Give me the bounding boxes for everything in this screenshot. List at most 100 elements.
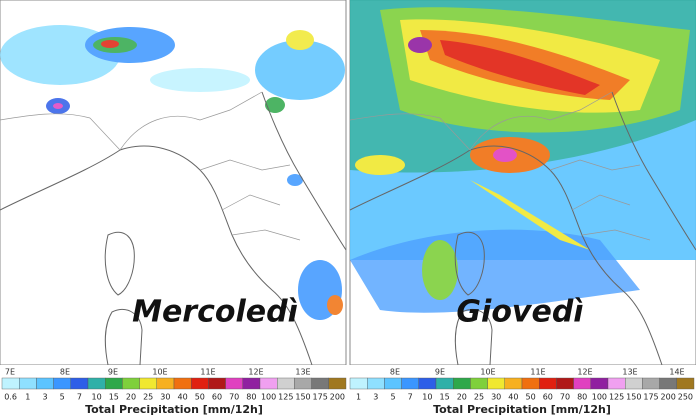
colorbar-label: 10 bbox=[422, 393, 432, 402]
longitude-label: 14E bbox=[669, 368, 684, 377]
colorbar-label: 7 bbox=[408, 393, 413, 402]
colorbar-label: 175 bbox=[313, 393, 328, 402]
colorbar-cell bbox=[607, 377, 626, 390]
colorbar-cell bbox=[487, 377, 506, 390]
colorbar-cell bbox=[470, 377, 488, 390]
colorbar-cell bbox=[659, 377, 677, 390]
colorbar-cell bbox=[156, 377, 175, 390]
colorbar-cell bbox=[453, 377, 471, 390]
colorbar-label: 5 bbox=[60, 393, 65, 402]
colorbar-cell bbox=[556, 377, 574, 390]
longitude-label: 12E bbox=[577, 368, 592, 377]
longitude-label: 10E bbox=[480, 368, 495, 377]
colorbar-label: 200 bbox=[661, 393, 676, 402]
longitude-label: 13E bbox=[295, 368, 310, 377]
longitude-label: 12E bbox=[248, 368, 263, 377]
colorbar-label: 25 bbox=[474, 393, 484, 402]
colorbar-cell bbox=[53, 377, 71, 390]
colorbar-label: 250 bbox=[678, 393, 693, 402]
longitude-label: 11E bbox=[530, 368, 545, 377]
colorbar-label: 100 bbox=[592, 393, 607, 402]
colorbar-label: 20 bbox=[126, 393, 136, 402]
colorbar-label: 150 bbox=[626, 393, 641, 402]
colorbar-cell bbox=[590, 377, 609, 390]
colorbar-cell bbox=[418, 377, 437, 390]
colorbar-label: 100 bbox=[261, 393, 276, 402]
day-label: Giovedì bbox=[456, 295, 583, 330]
longitude-label: 10E bbox=[152, 368, 167, 377]
colorbar-cell bbox=[104, 377, 123, 390]
colorbar-label: 60 bbox=[212, 393, 222, 402]
colorbar-cell bbox=[277, 377, 295, 390]
colorbar-cell bbox=[573, 377, 591, 390]
colorbar-label: 125 bbox=[278, 393, 293, 402]
colorbar-cell bbox=[401, 377, 420, 390]
longitude-label: 9E bbox=[435, 368, 445, 377]
colorbar-label: 0.6 bbox=[4, 393, 17, 402]
colorbar-label: 80 bbox=[246, 393, 256, 402]
colorbar-label: 40 bbox=[178, 393, 188, 402]
map-left bbox=[0, 0, 347, 366]
colorbar-label: 70 bbox=[229, 393, 239, 402]
colorbar-label: 70 bbox=[560, 393, 570, 402]
colorbar-cell bbox=[259, 377, 278, 390]
longitude-label: 11E bbox=[200, 368, 215, 377]
colorbar-cell bbox=[384, 377, 402, 390]
colorbar-cell bbox=[435, 377, 454, 390]
colorbar-cell bbox=[173, 377, 192, 390]
colorbar-label: 15 bbox=[109, 393, 119, 402]
colorbar-cell bbox=[311, 377, 330, 390]
colorbar-label: 175 bbox=[643, 393, 658, 402]
colorbar-cell bbox=[87, 377, 106, 390]
colorbar-label: 3 bbox=[42, 393, 47, 402]
colorbar-cell bbox=[625, 377, 643, 390]
colorbar-label: 20 bbox=[457, 393, 467, 402]
map-right bbox=[349, 0, 696, 366]
colorbar-cell bbox=[70, 377, 89, 390]
colorbar-cell bbox=[349, 377, 368, 390]
colorbar-label: 30 bbox=[160, 393, 170, 402]
colorbar-cell bbox=[208, 377, 226, 390]
longitude-label: 13E bbox=[622, 368, 637, 377]
colorbar-label: 1 bbox=[356, 393, 361, 402]
colorbar-cell bbox=[328, 377, 347, 390]
colorbar-cell bbox=[242, 377, 261, 390]
longitude-label: 8E bbox=[390, 368, 400, 377]
colorbar-label: 50 bbox=[195, 393, 205, 402]
colorbar-cell bbox=[294, 377, 312, 390]
colorbar-label: 25 bbox=[143, 393, 153, 402]
colorbar-cell bbox=[225, 377, 244, 390]
colorbar-cell bbox=[539, 377, 557, 390]
colorbar-label: 5 bbox=[390, 393, 395, 402]
colorbar-label: 80 bbox=[577, 393, 587, 402]
day-label: Mercoledì bbox=[132, 295, 298, 330]
colorbar-cell bbox=[367, 377, 385, 390]
colorbar-cell bbox=[36, 377, 54, 390]
colorbar-cell bbox=[504, 377, 523, 390]
colorbar-cell bbox=[122, 377, 140, 390]
colorbar-cell bbox=[19, 377, 37, 390]
colorbar-cell bbox=[190, 377, 209, 390]
colorbar-label: 60 bbox=[543, 393, 553, 402]
colorbar-label: 40 bbox=[508, 393, 518, 402]
longitude-label: 7E bbox=[5, 368, 15, 377]
colorbar-label: 10 bbox=[92, 393, 102, 402]
longitude-label: 9E bbox=[108, 368, 118, 377]
colorbar-label: 125 bbox=[609, 393, 624, 402]
colorbar-cell bbox=[1, 377, 20, 390]
colorbar-cell bbox=[676, 377, 695, 390]
colorbar-cell bbox=[642, 377, 660, 390]
longitude-label: 8E bbox=[60, 368, 70, 377]
colorbar-label: 3 bbox=[373, 393, 378, 402]
colorbar-title: Total Precipitation [mm/12h] bbox=[433, 403, 611, 416]
colorbar-label: 30 bbox=[491, 393, 501, 402]
colorbar-label: 1 bbox=[25, 393, 30, 402]
colorbar-title: Total Precipitation [mm/12h] bbox=[85, 403, 263, 416]
colorbar-label: 200 bbox=[330, 393, 345, 402]
colorbar-label: 7 bbox=[77, 393, 82, 402]
colorbar-label: 15 bbox=[440, 393, 450, 402]
colorbar-cell bbox=[139, 377, 158, 390]
colorbar-label: 50 bbox=[526, 393, 536, 402]
colorbar-cell bbox=[521, 377, 540, 390]
